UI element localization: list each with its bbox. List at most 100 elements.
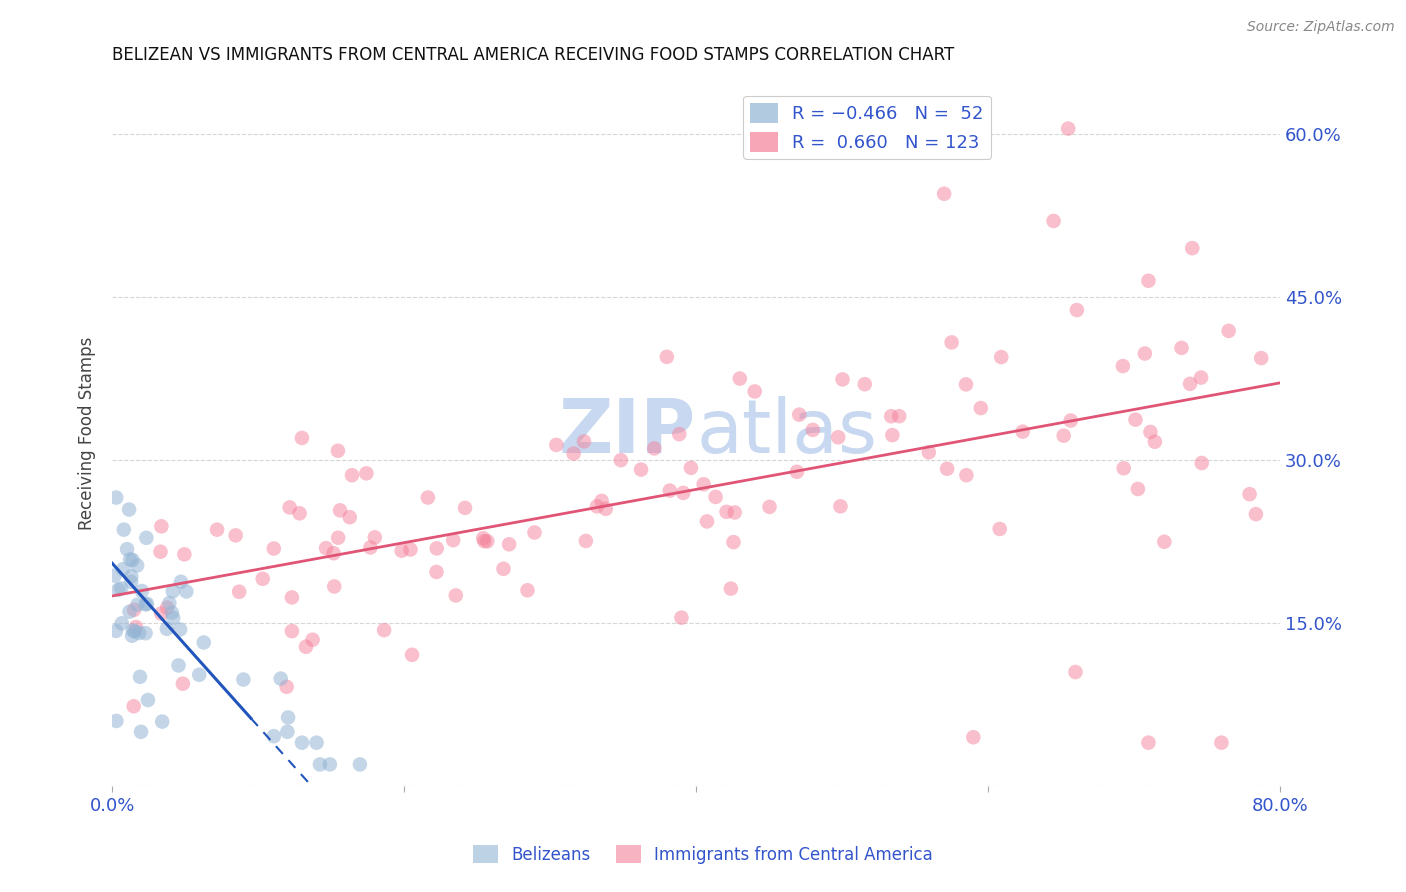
Point xyxy=(728,371,751,385)
Point xyxy=(1057,121,1080,136)
Point xyxy=(105,714,128,728)
Point xyxy=(225,528,247,542)
Point xyxy=(671,610,693,624)
Point xyxy=(127,598,149,612)
Point xyxy=(1143,434,1166,449)
Point xyxy=(115,542,138,557)
Point xyxy=(723,535,745,549)
Point xyxy=(1126,482,1149,496)
Legend: R = −0.466   N =  52, R =  0.660   N = 123: R = −0.466 N = 52, R = 0.660 N = 123 xyxy=(744,95,991,159)
Point xyxy=(758,500,780,514)
Point xyxy=(232,673,254,687)
Point xyxy=(444,589,467,603)
Point xyxy=(693,477,716,491)
Point xyxy=(955,377,977,392)
Point xyxy=(263,729,285,743)
Point xyxy=(426,541,449,556)
Point xyxy=(121,553,143,567)
Point xyxy=(1053,428,1076,442)
Point xyxy=(643,442,665,456)
Point xyxy=(1125,412,1147,426)
Point xyxy=(391,543,413,558)
Point xyxy=(720,582,742,596)
Point xyxy=(516,583,538,598)
Point xyxy=(150,607,173,621)
Point xyxy=(941,335,963,350)
Point xyxy=(112,523,135,537)
Point xyxy=(156,600,179,615)
Point xyxy=(127,558,149,573)
Point xyxy=(934,186,956,201)
Point xyxy=(129,670,152,684)
Text: Source: ZipAtlas.com: Source: ZipAtlas.com xyxy=(1247,20,1395,34)
Point xyxy=(672,486,695,500)
Point xyxy=(1239,487,1261,501)
Point xyxy=(990,350,1012,364)
Point xyxy=(586,500,609,514)
Point xyxy=(1170,341,1192,355)
Point xyxy=(121,629,143,643)
Point xyxy=(716,505,738,519)
Point xyxy=(157,596,180,610)
Point xyxy=(193,635,215,649)
Point xyxy=(136,693,159,707)
Point xyxy=(156,622,179,636)
Point xyxy=(546,438,568,452)
Point xyxy=(349,757,371,772)
Point xyxy=(205,523,228,537)
Point xyxy=(170,574,193,589)
Point xyxy=(1139,425,1161,439)
Point xyxy=(827,430,849,444)
Point xyxy=(1112,461,1135,475)
Point xyxy=(1250,351,1272,365)
Text: BELIZEAN VS IMMIGRANTS FROM CENTRAL AMERICA RECEIVING FOOD STAMPS CORRELATION CH: BELIZEAN VS IMMIGRANTS FROM CENTRAL AMER… xyxy=(112,46,955,64)
Point xyxy=(1153,534,1175,549)
Point xyxy=(630,462,652,476)
Point xyxy=(125,620,148,634)
Point xyxy=(1066,303,1088,318)
Point xyxy=(135,531,157,545)
Point xyxy=(880,409,903,424)
Point xyxy=(167,658,190,673)
Point xyxy=(263,541,285,556)
Point xyxy=(110,582,132,596)
Point xyxy=(704,490,727,504)
Point xyxy=(129,724,152,739)
Point xyxy=(572,434,595,449)
Point xyxy=(658,483,681,498)
Point xyxy=(150,519,173,533)
Point xyxy=(575,533,598,548)
Point xyxy=(149,544,172,558)
Text: atlas: atlas xyxy=(696,396,877,469)
Point xyxy=(562,447,585,461)
Point xyxy=(135,626,157,640)
Point xyxy=(1064,665,1087,679)
Point xyxy=(955,468,977,483)
Point xyxy=(668,427,690,442)
Point xyxy=(373,623,395,637)
Point xyxy=(1191,456,1213,470)
Point xyxy=(281,624,304,639)
Point xyxy=(1211,736,1233,750)
Point xyxy=(319,757,342,772)
Point xyxy=(122,603,145,617)
Point xyxy=(315,541,337,555)
Point xyxy=(801,423,824,437)
Point xyxy=(128,626,150,640)
Point xyxy=(610,453,633,467)
Point xyxy=(492,562,515,576)
Point xyxy=(936,461,959,475)
Point xyxy=(1218,324,1240,338)
Point xyxy=(970,401,993,415)
Point xyxy=(322,546,344,560)
Point xyxy=(472,531,495,545)
Point xyxy=(276,680,298,694)
Point xyxy=(107,582,129,597)
Point xyxy=(401,648,423,662)
Point xyxy=(472,534,495,549)
Point xyxy=(288,506,311,520)
Point xyxy=(105,624,128,638)
Point xyxy=(120,569,142,583)
Point xyxy=(277,710,299,724)
Point xyxy=(1178,376,1201,391)
